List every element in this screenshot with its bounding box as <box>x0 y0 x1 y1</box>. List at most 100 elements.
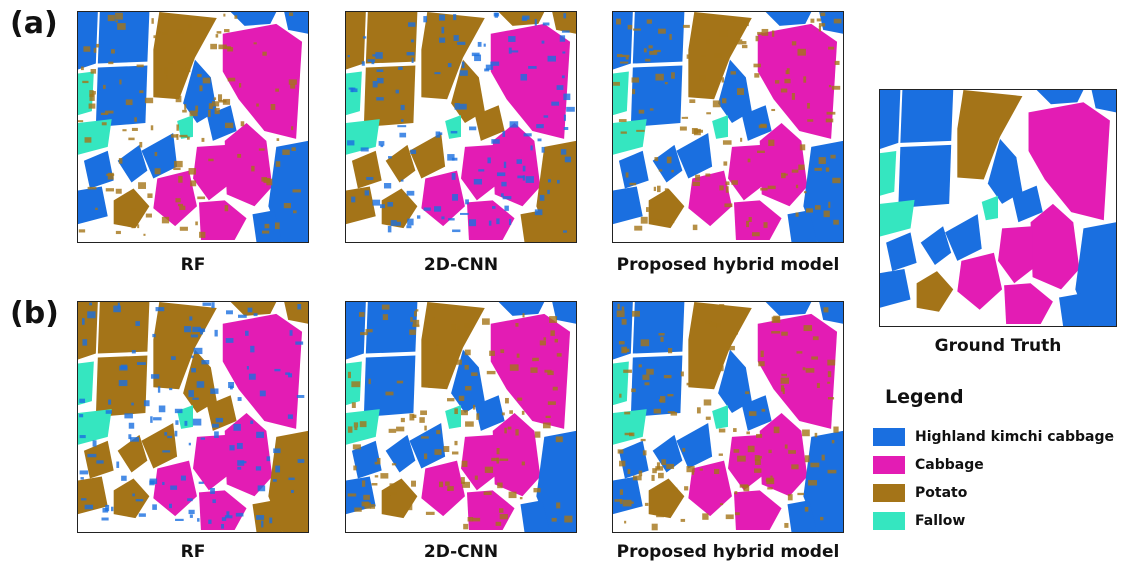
misclassified-speckle <box>135 321 140 326</box>
map-b-rf <box>77 301 309 533</box>
misclassified-speckle <box>164 432 168 436</box>
misclassified-speckle <box>162 481 165 486</box>
misclassified-speckle <box>150 374 160 379</box>
misclassified-speckle <box>621 54 630 58</box>
legend-swatch <box>873 512 905 530</box>
field-parcel <box>613 71 629 116</box>
misclassified-speckle <box>135 499 144 502</box>
field-parcel <box>987 138 1023 204</box>
misclassified-speckle <box>162 450 171 453</box>
misclassified-speckle <box>803 76 807 83</box>
misclassified-speckle <box>200 437 205 440</box>
misclassified-speckle <box>457 41 466 45</box>
misclassified-speckle <box>96 460 104 464</box>
misclassified-speckle <box>153 35 161 39</box>
misclassified-speckle <box>354 427 358 431</box>
misclassified-speckle <box>658 28 666 34</box>
misclassified-speckle <box>283 203 291 209</box>
misclassified-speckle <box>291 126 294 131</box>
misclassified-speckle <box>656 511 665 518</box>
misclassified-speckle <box>658 333 665 336</box>
misclassified-speckle <box>563 114 566 121</box>
misclassified-speckle <box>457 325 460 330</box>
misclassified-speckle <box>447 486 454 491</box>
misclassified-speckle <box>144 97 154 104</box>
misclassified-speckle <box>472 404 476 410</box>
misclassified-speckle <box>563 13 567 19</box>
misclassified-speckle <box>436 430 441 435</box>
misclassified-speckle <box>113 305 121 313</box>
misclassified-speckle <box>719 503 724 506</box>
misclassified-speckle <box>202 77 211 84</box>
misclassified-speckle <box>377 457 381 465</box>
misclassified-speckle <box>680 518 686 522</box>
misclassified-speckle <box>130 437 139 442</box>
misclassified-speckle <box>371 483 378 486</box>
misclassified-speckle <box>669 34 672 40</box>
misclassified-speckle <box>224 29 230 33</box>
misclassified-speckle <box>182 109 187 113</box>
misclassified-speckle <box>420 410 427 416</box>
field-parcel <box>385 434 416 473</box>
misclassified-speckle <box>111 49 115 54</box>
misclassified-speckle <box>646 207 649 212</box>
misclassified-speckle <box>509 410 513 414</box>
misclassified-speckle <box>175 28 185 34</box>
misclassified-speckle <box>508 47 512 54</box>
misclassified-speckle <box>516 353 520 358</box>
misclassified-speckle <box>428 385 434 388</box>
misclassified-speckle <box>648 217 658 224</box>
misclassified-speckle <box>496 218 500 225</box>
misclassified-speckle <box>169 503 172 509</box>
misclassified-speckle <box>791 464 799 470</box>
misclassified-speckle <box>757 31 763 35</box>
misclassified-speckle <box>447 154 455 161</box>
misclassified-speckle <box>645 58 651 62</box>
misclassified-speckle <box>186 136 190 140</box>
misclassified-speckle <box>798 164 805 170</box>
misclassified-speckle <box>134 117 137 122</box>
field-parcel <box>728 144 762 201</box>
misclassified-speckle <box>79 414 84 418</box>
misclassified-speckle <box>508 36 516 42</box>
misclassified-speckle <box>376 69 384 72</box>
misclassified-speckle <box>145 213 152 218</box>
caption-b-hybrid: Proposed hybrid model <box>616 542 840 562</box>
misclassified-speckle <box>78 120 84 123</box>
field-parcel <box>613 409 647 445</box>
misclassified-speckle <box>499 458 509 461</box>
misclassified-speckle <box>834 60 840 65</box>
misclassified-speckle <box>226 511 230 517</box>
field-parcel <box>466 490 515 531</box>
misclassified-speckle <box>92 440 97 447</box>
field-parcel <box>346 71 362 116</box>
misclassified-speckle <box>723 161 728 166</box>
field-parcel <box>117 434 148 473</box>
misclassified-speckle <box>485 64 494 70</box>
misclassified-speckle <box>489 350 495 356</box>
misclassified-speckle <box>372 199 381 206</box>
misclassified-speckle <box>167 61 173 64</box>
field-parcel <box>284 12 308 34</box>
misclassified-speckle <box>262 51 267 56</box>
misclassified-speckle <box>424 425 427 431</box>
misclassified-speckle <box>643 48 647 53</box>
misclassified-speckle <box>747 445 755 453</box>
misclassified-speckle <box>528 66 537 69</box>
misclassified-speckle <box>784 522 789 528</box>
misclassified-speckle <box>460 477 465 484</box>
misclassified-speckle <box>754 458 761 465</box>
misclassified-speckle <box>649 108 654 111</box>
misclassified-speckle <box>80 498 87 501</box>
field-parcel <box>153 12 217 100</box>
misclassified-speckle <box>671 169 674 173</box>
misclassified-speckle <box>652 468 657 474</box>
misclassified-speckle <box>81 318 85 325</box>
misclassified-speckle <box>139 90 144 94</box>
misclassified-speckle <box>818 25 821 32</box>
misclassified-speckle <box>176 134 179 140</box>
misclassified-speckle <box>189 514 193 518</box>
misclassified-speckle <box>246 366 249 370</box>
misclassified-speckle <box>90 69 97 74</box>
misclassified-speckle <box>454 359 462 365</box>
